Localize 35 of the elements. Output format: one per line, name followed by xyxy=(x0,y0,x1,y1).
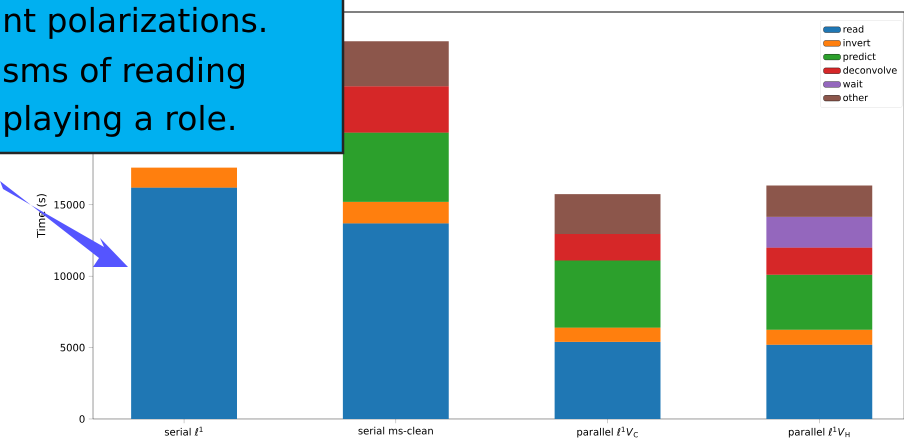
y-tick-label: 15000 xyxy=(54,200,85,209)
bar xyxy=(766,344,872,419)
bar xyxy=(766,330,872,345)
x-tick-label: parallel ℓ$^{1}$V$_{C}$ xyxy=(577,426,638,438)
legend-label: invert xyxy=(844,39,870,46)
legend-label: wait xyxy=(843,80,862,88)
legend-label: deconvolve xyxy=(843,66,897,74)
legend-label: predict xyxy=(844,52,876,62)
bar xyxy=(342,132,449,202)
annotation: sms of reading xyxy=(4,56,244,89)
legend-label: other xyxy=(843,94,868,102)
bar xyxy=(766,185,872,217)
bar xyxy=(554,260,660,328)
bar xyxy=(766,216,872,248)
bar xyxy=(342,223,449,419)
bar xyxy=(554,234,660,260)
annotation: playing a role. xyxy=(5,104,234,137)
bar xyxy=(342,86,449,133)
annotation: nt polarizations. xyxy=(5,6,265,39)
x-tick-label: parallel ℓ$^{1}$V$_{H}$ xyxy=(788,426,850,438)
legend-label: read xyxy=(844,25,864,33)
bar xyxy=(131,188,237,419)
bar xyxy=(131,168,237,188)
bar xyxy=(554,194,660,234)
bar xyxy=(554,328,660,342)
bar xyxy=(342,202,449,224)
y-tick-label: 0 xyxy=(80,415,85,423)
bar xyxy=(766,274,872,330)
bar xyxy=(342,41,449,86)
y-tick-label: 5000 xyxy=(60,344,85,352)
bar xyxy=(766,248,872,275)
x-tick-label: serial ℓ$^{1}$ xyxy=(164,426,203,436)
y-tick-label: 10000 xyxy=(54,272,85,280)
x-tick-label: serial ms-clean xyxy=(358,426,433,434)
bar xyxy=(554,342,660,419)
